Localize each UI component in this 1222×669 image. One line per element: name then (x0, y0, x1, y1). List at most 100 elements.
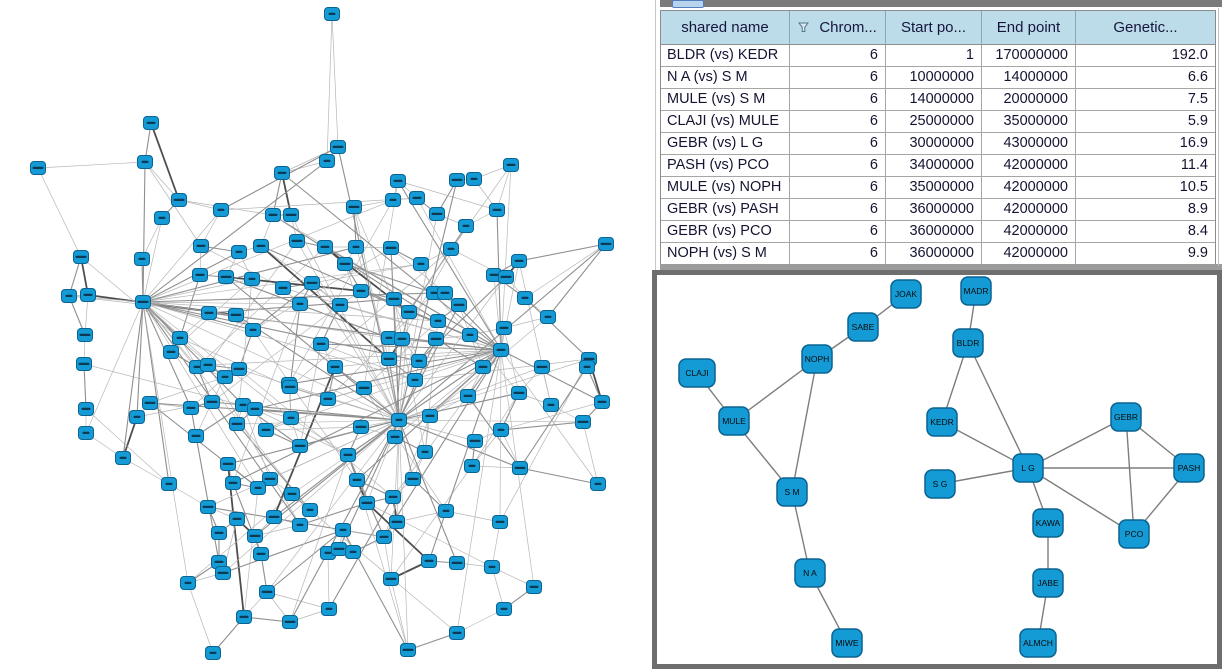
network-node[interactable]: SABE (847, 312, 879, 342)
table-row[interactable]: GEBR (vs) PCO 6 36000000 42000000 8.4 (661, 221, 1215, 243)
network-node[interactable] (262, 472, 278, 486)
network-node[interactable] (225, 476, 241, 490)
network-node[interactable] (462, 328, 478, 342)
network-node[interactable] (381, 352, 397, 366)
network-node[interactable] (253, 547, 269, 561)
network-node[interactable] (317, 240, 333, 254)
network-node[interactable] (192, 268, 208, 282)
network-node[interactable] (77, 328, 93, 342)
network-node[interactable] (302, 503, 318, 517)
network-node[interactable] (543, 398, 559, 412)
network-node[interactable] (76, 357, 92, 371)
network-node[interactable] (496, 602, 512, 616)
network-node[interactable] (385, 490, 401, 504)
network-node[interactable]: MIWE (831, 628, 863, 658)
network-node[interactable] (458, 219, 474, 233)
network-node[interactable]: GEBR (1110, 402, 1142, 432)
network-node[interactable] (353, 284, 369, 298)
network-node[interactable] (575, 415, 591, 429)
network-node[interactable] (319, 154, 335, 168)
network-node[interactable] (359, 496, 375, 510)
network-node[interactable] (590, 477, 606, 491)
network-node[interactable] (324, 7, 340, 21)
secondary-network-canvas[interactable]: JOAK SABE NOPH CLAJI MULE S M N A MIWE S G MADR BL… (657, 275, 1217, 664)
network-node[interactable] (180, 576, 196, 590)
network-node[interactable] (451, 298, 467, 312)
network-node[interactable] (129, 410, 145, 424)
network-node[interactable] (503, 158, 519, 172)
network-node[interactable] (115, 451, 131, 465)
main-network-canvas[interactable] (0, 0, 652, 669)
network-node[interactable] (213, 203, 229, 217)
network-node[interactable] (134, 252, 150, 266)
column-header-genetic[interactable]: Genetic... (1076, 11, 1215, 45)
network-node[interactable] (304, 276, 320, 290)
network-node[interactable]: JABE (1032, 568, 1064, 598)
network-node[interactable] (438, 504, 454, 518)
network-node[interactable]: S M (776, 477, 808, 507)
network-node[interactable] (475, 360, 491, 374)
network-node[interactable] (327, 360, 343, 374)
network-node[interactable] (244, 272, 260, 286)
network-edge[interactable] (1027, 416, 1127, 469)
network-node[interactable] (417, 445, 433, 459)
table-row[interactable]: N A (vs) S M 6 10000000 14000000 6.6 (661, 67, 1215, 89)
network-node[interactable] (413, 257, 429, 271)
network-node[interactable] (172, 331, 188, 345)
network-edge[interactable] (791, 358, 818, 493)
network-node[interactable] (349, 473, 365, 487)
network-node[interactable] (400, 643, 416, 657)
network-node[interactable] (526, 580, 542, 594)
network-node[interactable] (540, 310, 556, 324)
secondary-network-panel[interactable]: JOAK SABE NOPH CLAJI MULE S M N A MIWE S G MADR BL… (652, 270, 1222, 669)
network-node[interactable] (387, 430, 403, 444)
network-node[interactable] (337, 257, 353, 271)
network-node[interactable] (282, 380, 298, 394)
network-node[interactable] (430, 314, 446, 328)
network-node[interactable] (201, 306, 217, 320)
network-node[interactable] (292, 297, 308, 311)
network-node[interactable] (534, 360, 550, 374)
network-node[interactable] (437, 286, 453, 300)
network-node[interactable] (171, 193, 187, 207)
network-node[interactable] (247, 529, 263, 543)
table-row[interactable]: MULE (vs) S M 6 14000000 20000000 7.5 (661, 89, 1215, 111)
table-row[interactable]: GEBR (vs) PASH 6 36000000 42000000 8.9 (661, 199, 1215, 221)
table-row[interactable]: NOPH (vs) S M 6 36000000 42000000 9.9 (661, 243, 1215, 264)
network-node[interactable] (231, 245, 247, 259)
network-node[interactable] (449, 626, 465, 640)
network-node[interactable] (284, 487, 300, 501)
network-node[interactable] (353, 420, 369, 434)
network-node[interactable] (235, 398, 251, 412)
network-node[interactable] (142, 396, 158, 410)
network-node[interactable] (204, 395, 220, 409)
network-node[interactable] (484, 560, 500, 574)
network-node[interactable] (407, 373, 423, 387)
network-node[interactable] (61, 289, 77, 303)
network-node[interactable] (598, 237, 614, 251)
network-node[interactable] (200, 500, 216, 514)
network-node[interactable] (511, 386, 527, 400)
network-node[interactable] (511, 254, 527, 268)
network-node[interactable] (229, 512, 245, 526)
network-node[interactable]: PASH (1173, 453, 1205, 483)
network-node[interactable] (428, 332, 444, 346)
network-node[interactable] (460, 389, 476, 403)
network-node[interactable] (283, 208, 299, 222)
network-node[interactable] (78, 426, 94, 440)
network-node[interactable] (386, 292, 402, 306)
filter-icon[interactable] (798, 12, 810, 44)
network-node[interactable] (331, 542, 347, 556)
network-node[interactable] (320, 392, 336, 406)
network-node[interactable] (348, 240, 364, 254)
network-edge[interactable] (1027, 467, 1135, 535)
network-node[interactable] (292, 518, 308, 532)
network-node[interactable] (389, 515, 405, 529)
network-node[interactable] (183, 401, 199, 415)
network-node[interactable] (217, 370, 233, 384)
network-node[interactable] (259, 585, 275, 599)
network-node[interactable] (73, 250, 89, 264)
network-node[interactable] (464, 459, 480, 473)
network-node[interactable] (579, 360, 595, 374)
network-node[interactable] (258, 423, 274, 437)
